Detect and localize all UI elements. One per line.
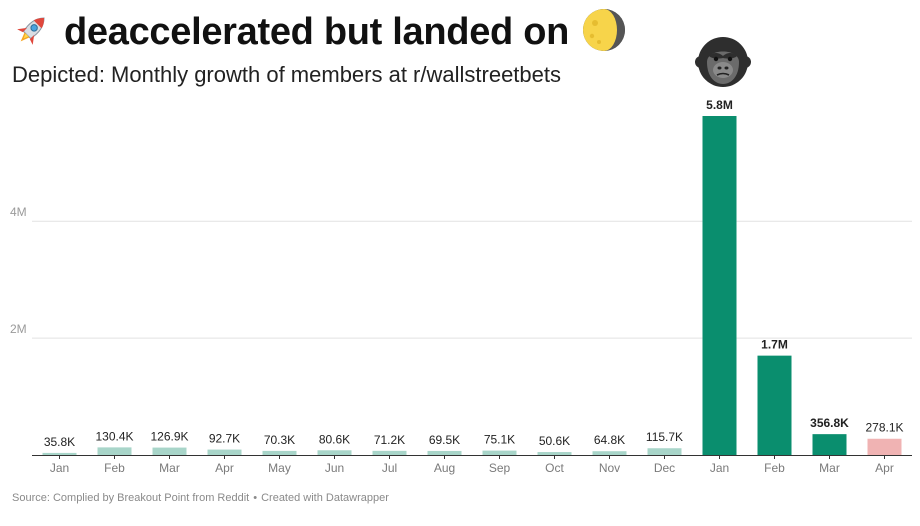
bar [757, 355, 792, 455]
data-label: 5.8M [706, 98, 733, 112]
bar [482, 450, 517, 455]
chart-title: deaccelerated but landed on [64, 10, 570, 53]
bar [317, 450, 352, 455]
bar [702, 116, 737, 455]
data-label: 64.8K [594, 433, 625, 447]
chart-footer: Source: Complied by Breakout Point from … [12, 492, 389, 504]
data-label: 278.1K [865, 421, 903, 435]
data-label: 356.8K [810, 416, 849, 430]
x-tick-label: Apr [215, 461, 234, 475]
x-tick-label: Mar [159, 461, 180, 475]
x-tick-label: Feb [764, 461, 785, 475]
gorilla-icon [694, 32, 752, 95]
x-tick-label: Apr [875, 461, 894, 475]
data-label: 1.7M [761, 338, 788, 352]
bar [372, 450, 407, 455]
bar [867, 438, 902, 455]
data-label: 35.8K [44, 435, 75, 449]
x-tick-label: Jun [325, 461, 344, 475]
x-tick-label: Sep [489, 461, 511, 475]
moon-icon [581, 7, 627, 58]
data-label: 75.1K [484, 433, 515, 447]
rocket-icon [12, 10, 52, 55]
x-tick-label: Oct [545, 461, 564, 475]
x-tick-label: Feb [104, 461, 125, 475]
title-row: deaccelerated but landed on [12, 8, 908, 56]
bar [207, 449, 242, 455]
y-tick-label: 2M [10, 322, 27, 336]
bar [427, 450, 462, 455]
credit-note: Created with Datawrapper [261, 492, 389, 504]
data-label: 69.5K [429, 433, 460, 447]
x-tick-label: Nov [599, 461, 620, 475]
data-label: 115.7K [646, 430, 683, 444]
x-tick-label: Dec [654, 461, 675, 475]
x-tick-label: Mar [819, 461, 840, 475]
chart-subtitle: Depicted: Monthly growth of members at r… [12, 62, 562, 87]
bar [262, 450, 297, 455]
x-tick-label: May [268, 461, 291, 475]
data-label: 50.6K [539, 434, 570, 448]
data-label: 71.2K [374, 433, 405, 447]
bar [97, 447, 132, 455]
x-tick-label: Jan [50, 461, 69, 475]
bar [537, 452, 572, 455]
bar [42, 452, 77, 455]
x-tick-label: Jan [710, 461, 729, 475]
bar [152, 447, 187, 455]
chart-header: deaccelerated but landed on Depicted: Mo… [12, 8, 908, 88]
data-label: 92.7K [209, 432, 240, 446]
data-label: 130.4K [95, 429, 133, 443]
bar [592, 451, 627, 455]
source-note: Source: Complied by Breakout Point from … [12, 492, 250, 504]
x-tick-label: Aug [434, 461, 455, 475]
bar [647, 448, 682, 455]
data-label: 80.6K [319, 432, 350, 446]
data-label: 70.3K [264, 433, 295, 447]
bar [812, 434, 847, 455]
x-tick-label: Jul [382, 461, 397, 475]
data-label: 126.9K [150, 430, 188, 444]
y-tick-label: 4M [10, 205, 27, 219]
